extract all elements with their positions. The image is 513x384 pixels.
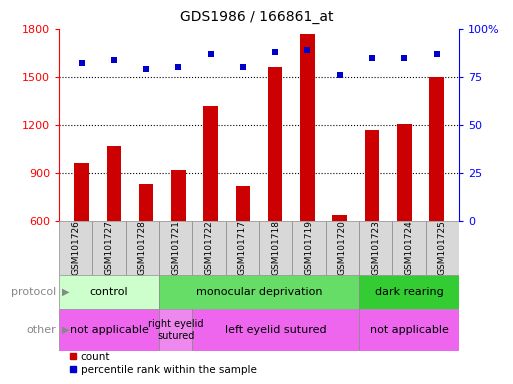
Bar bbox=[359, 221, 392, 275]
Text: protocol: protocol bbox=[11, 287, 56, 297]
Point bbox=[303, 47, 311, 53]
Text: not applicable: not applicable bbox=[370, 325, 448, 335]
Point bbox=[174, 64, 183, 70]
Text: GSM101723: GSM101723 bbox=[371, 220, 380, 275]
Text: other: other bbox=[27, 325, 56, 335]
Bar bbox=[59, 309, 159, 351]
Text: GSM101728: GSM101728 bbox=[138, 220, 147, 275]
Bar bbox=[159, 275, 359, 309]
Text: GSM101726: GSM101726 bbox=[71, 220, 80, 275]
Bar bbox=[397, 124, 411, 221]
Bar bbox=[332, 215, 347, 221]
Bar bbox=[192, 221, 226, 275]
Bar bbox=[326, 221, 359, 275]
Bar bbox=[92, 221, 126, 275]
Text: GSM101722: GSM101722 bbox=[205, 220, 213, 275]
Bar bbox=[259, 221, 292, 275]
Bar bbox=[192, 309, 359, 351]
Text: monocular deprivation: monocular deprivation bbox=[196, 287, 322, 297]
Text: ▶: ▶ bbox=[62, 287, 69, 297]
Text: GSM101727: GSM101727 bbox=[105, 220, 113, 275]
Bar bbox=[268, 67, 283, 221]
Point bbox=[110, 56, 118, 63]
Point bbox=[207, 51, 215, 57]
Bar bbox=[365, 129, 379, 221]
Bar bbox=[292, 221, 326, 275]
Bar bbox=[359, 309, 459, 351]
Bar bbox=[426, 221, 459, 275]
Text: GSM101719: GSM101719 bbox=[305, 220, 313, 275]
Text: ▶: ▶ bbox=[62, 325, 69, 335]
Text: control: control bbox=[90, 287, 128, 297]
Point bbox=[142, 66, 150, 72]
Text: dark rearing: dark rearing bbox=[374, 287, 444, 297]
Text: GSM101721: GSM101721 bbox=[171, 220, 180, 275]
Legend: count, percentile rank within the sample: count, percentile rank within the sample bbox=[64, 348, 261, 379]
Bar bbox=[139, 184, 153, 221]
Text: left eyelid sutured: left eyelid sutured bbox=[225, 325, 327, 335]
Bar bbox=[300, 33, 315, 221]
Point bbox=[400, 55, 408, 61]
Bar bbox=[126, 221, 159, 275]
Point bbox=[432, 51, 441, 57]
Bar bbox=[107, 146, 121, 221]
Bar bbox=[235, 185, 250, 221]
Bar bbox=[159, 309, 192, 351]
Text: GSM101720: GSM101720 bbox=[338, 220, 347, 275]
Text: GSM101718: GSM101718 bbox=[271, 220, 280, 275]
Point bbox=[239, 64, 247, 70]
Bar bbox=[203, 106, 218, 221]
Text: GSM101725: GSM101725 bbox=[438, 220, 447, 275]
Bar bbox=[59, 221, 92, 275]
Text: right eyelid
sutured: right eyelid sutured bbox=[148, 319, 204, 341]
Bar bbox=[171, 170, 186, 221]
Text: not applicable: not applicable bbox=[70, 325, 148, 335]
Point bbox=[368, 55, 376, 61]
Bar bbox=[392, 221, 426, 275]
Point bbox=[336, 72, 344, 78]
Text: GSM101717: GSM101717 bbox=[238, 220, 247, 275]
Bar bbox=[159, 221, 192, 275]
Point bbox=[77, 60, 86, 66]
Bar bbox=[359, 275, 459, 309]
Text: GSM101724: GSM101724 bbox=[405, 220, 413, 275]
Bar bbox=[74, 163, 89, 221]
Bar bbox=[59, 275, 159, 309]
Text: GDS1986 / 166861_at: GDS1986 / 166861_at bbox=[180, 10, 333, 23]
Bar bbox=[429, 77, 444, 221]
Bar bbox=[226, 221, 259, 275]
Point bbox=[271, 49, 279, 55]
